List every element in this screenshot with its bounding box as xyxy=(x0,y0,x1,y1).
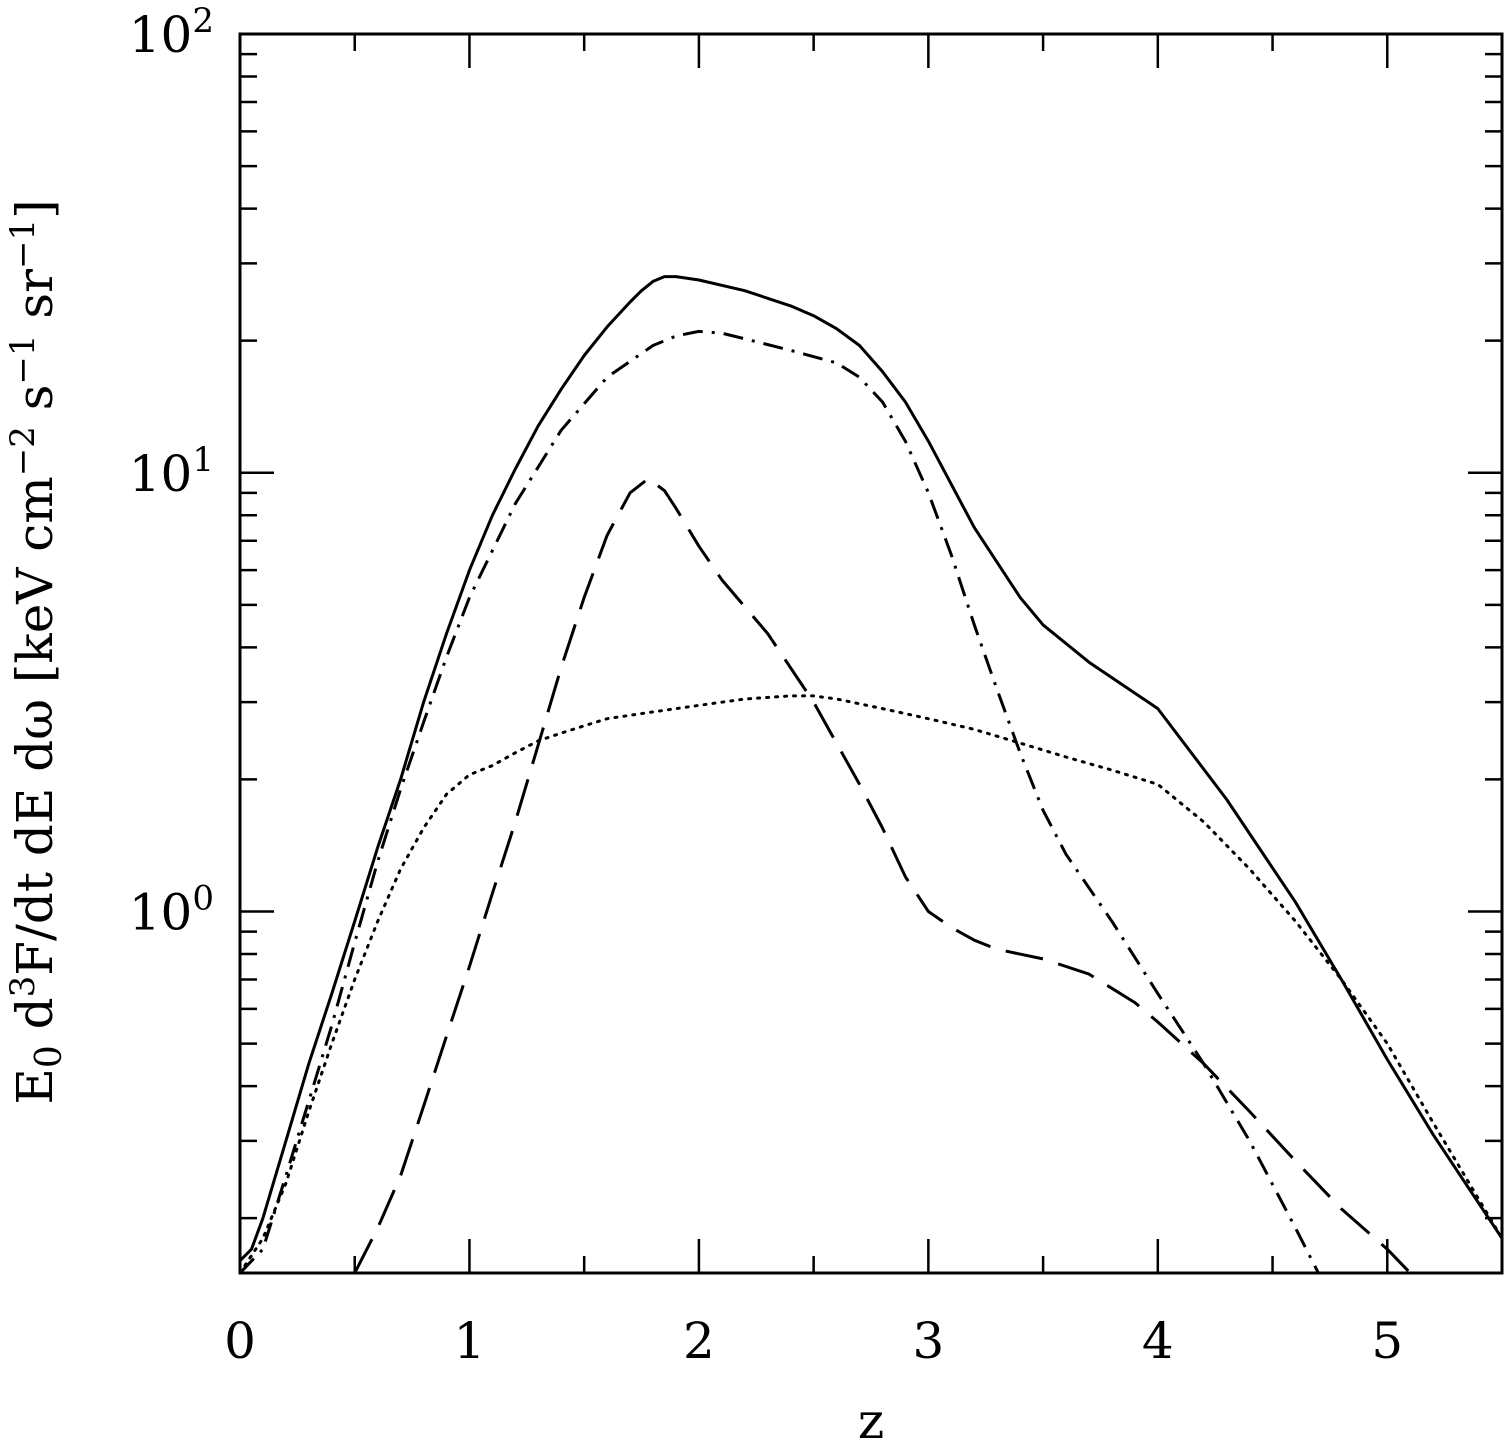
series-line-dashdot xyxy=(240,329,1320,1273)
y-tick-label: 100 xyxy=(129,879,214,942)
x-tick-label: 4 xyxy=(1142,1312,1174,1370)
y-tick-label: 101 xyxy=(129,440,214,503)
tick-marks xyxy=(238,32,1504,1273)
x-tick-label: 2 xyxy=(683,1312,715,1370)
x-tick-labels: 0 1 2 3 4 5 xyxy=(224,1312,1403,1370)
x-tick-label: 1 xyxy=(454,1312,486,1370)
series-line-dotted xyxy=(240,694,1502,1273)
x-tick-label: 0 xyxy=(224,1312,256,1370)
plot-border xyxy=(238,32,1504,1275)
x-axis-label: z xyxy=(858,1392,884,1446)
y-tick-label: 102 xyxy=(129,1,214,64)
y-axis-label: E0 d3F/dt dE dω [keV cm−2 s−1 sr−1] xyxy=(3,199,70,1104)
plot-frame xyxy=(238,32,1504,1275)
x-tick-label: 3 xyxy=(912,1312,944,1370)
series-line-dashed xyxy=(353,477,1412,1273)
x-tick-label: 5 xyxy=(1371,1312,1403,1370)
y-tick-labels: 100 101 102 xyxy=(129,1,214,942)
series-lines xyxy=(240,275,1502,1273)
series-line-solid xyxy=(240,275,1502,1262)
